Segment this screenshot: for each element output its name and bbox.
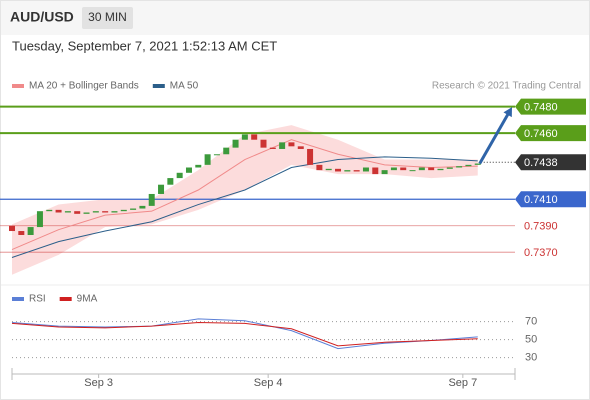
rsi-tick-label: 70 — [525, 316, 537, 328]
level-tag — [515, 125, 586, 142]
candle — [362, 167, 369, 172]
candle — [55, 209, 62, 213]
legend-label: MA 50 — [170, 81, 199, 92]
legend-swatch — [12, 84, 24, 88]
candle — [297, 146, 304, 149]
candle — [102, 211, 109, 213]
candle — [130, 208, 137, 210]
candle — [474, 163, 481, 165]
candle — [176, 172, 183, 179]
rsi-line — [11, 318, 478, 350]
legend-label: MA 20 + Bollinger Bands — [29, 81, 139, 92]
legend-swatch — [152, 84, 165, 88]
candle — [335, 168, 342, 172]
timeframe-box — [82, 7, 133, 29]
candle — [204, 154, 211, 165]
candle — [456, 166, 463, 168]
level-label: 0.7390 — [524, 221, 558, 233]
timestamp: Tuesday, September 7, 2021 1:52:13 AM CE… — [12, 38, 277, 53]
candle — [418, 167, 425, 171]
candle — [120, 209, 127, 212]
candle — [446, 167, 453, 169]
candle — [325, 168, 332, 171]
candle — [195, 164, 202, 168]
level-label: 0.7480 — [524, 102, 558, 114]
candle — [344, 170, 351, 172]
candle — [223, 147, 230, 155]
candle — [185, 167, 192, 173]
candle — [9, 225, 15, 232]
candle — [148, 193, 155, 206]
x-tick-label: Sep 3 — [84, 377, 113, 389]
candle — [372, 167, 379, 175]
ma-line — [11, 156, 478, 258]
candle — [316, 164, 323, 171]
candle — [428, 167, 435, 171]
legend-swatch — [59, 297, 72, 301]
rsi-tick-label: 50 — [525, 334, 537, 346]
symbol: AUD/USD — [10, 9, 74, 25]
candle — [288, 142, 295, 147]
bollinger-band — [12, 125, 478, 275]
candle — [251, 134, 258, 140]
level-label: 0.7410 — [524, 194, 558, 206]
candle — [353, 170, 360, 172]
x-tick-label: Sep 4 — [254, 377, 283, 389]
candle — [260, 139, 267, 148]
level-label: 0.7460 — [524, 128, 558, 140]
candle — [307, 148, 314, 165]
level-tag — [515, 154, 586, 171]
candle — [437, 168, 444, 171]
candle — [232, 139, 239, 148]
candle — [269, 147, 276, 149]
timeframe: 30 MIN — [88, 10, 127, 24]
candle — [18, 231, 25, 235]
arrow-head — [503, 107, 512, 118]
candle — [279, 142, 286, 149]
candle — [83, 212, 90, 214]
candle — [390, 167, 397, 171]
rsi-line — [11, 321, 478, 347]
candle — [64, 211, 71, 213]
candle — [409, 170, 416, 172]
candle — [74, 211, 81, 214]
source: Research © 2021 Trading Central — [432, 81, 581, 92]
candle — [139, 205, 146, 209]
x-tick-label: Sep 7 — [448, 377, 477, 389]
candle — [381, 170, 388, 175]
legend-swatch — [12, 297, 24, 301]
level-label: 0.7370 — [524, 247, 558, 259]
candle — [241, 134, 248, 140]
candle — [213, 154, 220, 156]
candle — [400, 167, 407, 171]
ma-line — [11, 139, 478, 251]
forecast-arrow — [478, 109, 512, 165]
candle — [167, 178, 174, 185]
candle — [158, 184, 165, 194]
candle — [46, 209, 53, 212]
level-label: 0.7438 — [524, 157, 558, 169]
rsi-tick-label: 30 — [525, 352, 537, 364]
candle — [36, 211, 43, 228]
legend-label: 9MA — [77, 294, 98, 305]
legend-label: RSI — [29, 294, 46, 305]
candle — [111, 211, 118, 213]
candle — [465, 164, 472, 167]
candle — [92, 211, 99, 213]
level-tag — [515, 98, 586, 115]
level-tag — [515, 191, 586, 208]
candle — [27, 227, 34, 235]
